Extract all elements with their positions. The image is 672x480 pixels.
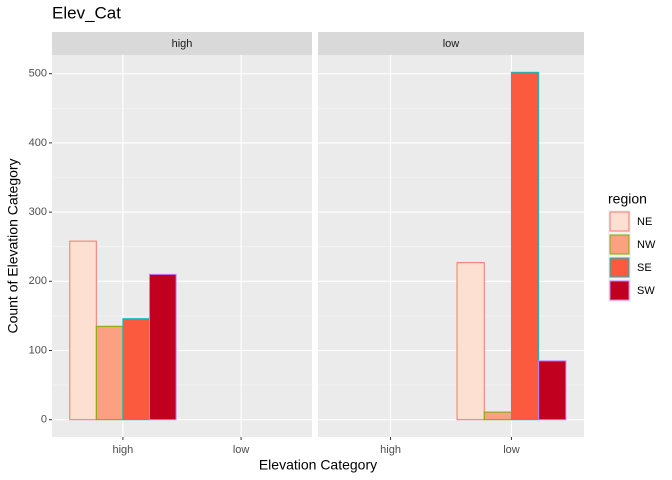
chart-title: Elev_Cat xyxy=(52,3,121,22)
legend-swatch xyxy=(609,234,630,255)
legend-label: SW xyxy=(637,285,655,297)
legend-swatch xyxy=(609,280,630,301)
legend-label: NE xyxy=(637,216,652,228)
x-tick-label: high xyxy=(380,444,401,456)
y-tick-label: 0 xyxy=(41,414,47,426)
y-tick-label: 100 xyxy=(29,344,47,356)
bar xyxy=(122,318,150,421)
bar xyxy=(149,273,177,421)
facet-label: high xyxy=(172,38,193,50)
y-tick-label: 500 xyxy=(29,68,47,80)
facet-label: low xyxy=(443,38,460,50)
y-tick-label: 300 xyxy=(29,206,47,218)
bar xyxy=(510,71,540,421)
facet-strip xyxy=(52,32,312,55)
bar xyxy=(538,360,567,421)
x-tick-label: low xyxy=(233,444,250,456)
y-tick-label: 400 xyxy=(29,137,47,149)
y-tick-label: 200 xyxy=(29,275,47,287)
legend-label: NW xyxy=(637,239,656,251)
bar xyxy=(95,325,124,421)
x-tick-label: low xyxy=(503,444,520,456)
x-tick-label: high xyxy=(113,444,134,456)
bar xyxy=(483,411,512,421)
facet-strip xyxy=(318,32,584,55)
legend-swatch xyxy=(609,257,630,278)
bar xyxy=(69,240,97,421)
legend-swatch xyxy=(609,211,630,232)
legend-label: SE xyxy=(637,262,652,274)
y-axis-title: Count of Elevation Category xyxy=(5,158,21,333)
bar xyxy=(456,262,485,421)
legend-title: region xyxy=(608,191,647,207)
x-axis-title: Elevation Category xyxy=(259,457,377,473)
